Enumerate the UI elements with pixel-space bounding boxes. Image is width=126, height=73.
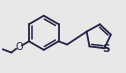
Text: S: S xyxy=(102,44,109,54)
Text: O: O xyxy=(15,42,23,52)
